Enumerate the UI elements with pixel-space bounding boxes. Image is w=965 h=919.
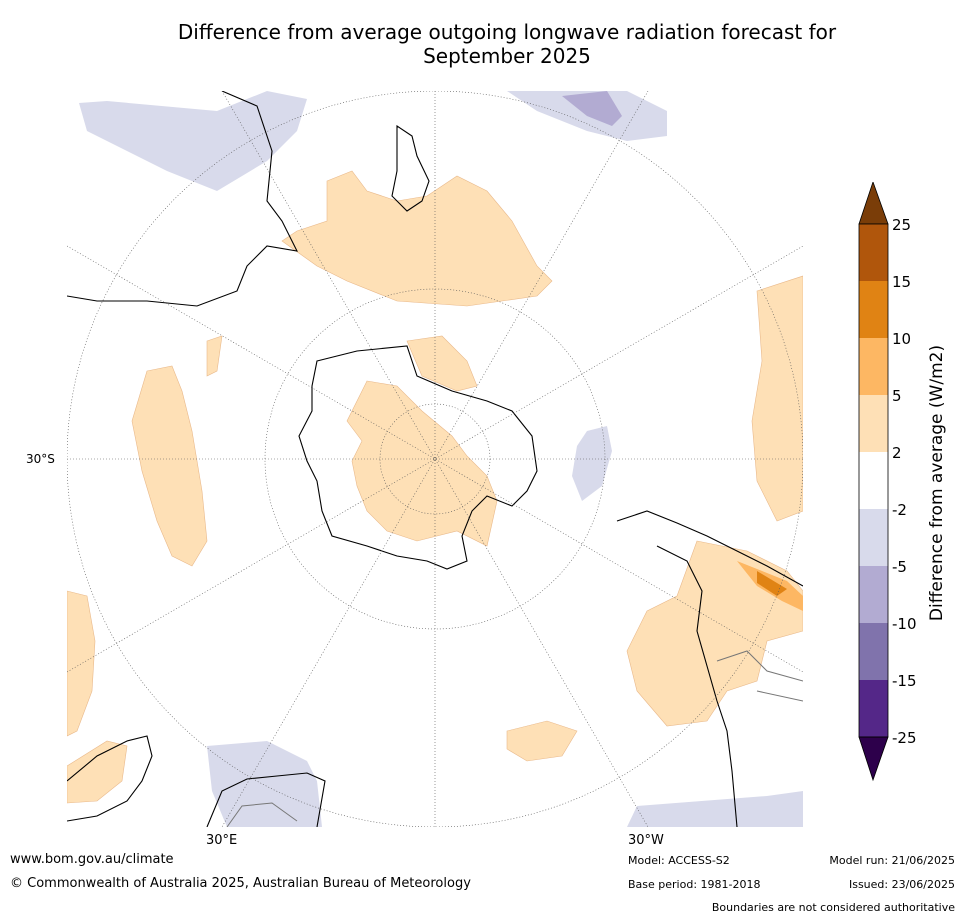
model-run-text: Model run: 21/06/2025 — [829, 854, 955, 867]
map-title: Difference from average outgoing longwav… — [60, 20, 954, 68]
colorbar-tick-label: -2 — [892, 501, 907, 519]
colorbar-segment — [859, 338, 888, 395]
colorbar-segment — [859, 395, 888, 452]
longitude-label-west: 30°W — [628, 833, 664, 848]
colorbar-tick-label: -10 — [892, 615, 917, 633]
anomaly-negative-region — [627, 791, 803, 827]
latitude-label: 30°S — [26, 452, 55, 466]
title-line-1: Difference from average outgoing longwav… — [177, 20, 837, 44]
anomaly-negative-region — [562, 91, 622, 126]
graticule — [67, 91, 803, 827]
polar-map — [67, 91, 803, 827]
anomaly-positive-region — [626, 540, 803, 727]
colorbar-label: Difference from average (W/m2) — [927, 344, 947, 622]
colorbar-tick-label: -5 — [892, 558, 907, 576]
anomaly-negative-region — [79, 91, 307, 191]
colorbar-segment — [859, 452, 888, 509]
title-line-2: September 2025 — [423, 44, 591, 68]
colorbar-tick-label: 2 — [892, 444, 902, 462]
colorbar-segment — [859, 281, 888, 338]
anomaly-positive-region — [751, 275, 803, 522]
colorbar-segment — [859, 623, 888, 680]
anomaly-positive-region — [506, 720, 578, 762]
colorbar-tick-label: -25 — [892, 729, 917, 747]
colorbar-tick-label: -15 — [892, 672, 917, 690]
australia-coastline — [67, 91, 298, 307]
anomaly-positive-region — [757, 571, 787, 596]
anomaly-positive-region — [206, 335, 223, 377]
colorbar: 25 15 10 5 2 -2 -5 -10 -15 -25 — [858, 182, 917, 782]
anomaly-positive-region — [406, 335, 478, 392]
anomaly-positive-region — [67, 590, 96, 737]
colorbar-tick-label: 15 — [892, 273, 911, 291]
anomaly-positive-region — [67, 740, 128, 804]
colorbar-ticks: 25 15 10 5 2 -2 -5 -10 -15 -25 — [892, 216, 917, 747]
colorbar-tick-label: 25 — [892, 216, 911, 234]
colorbar-segment — [859, 509, 888, 566]
anomaly-negative-region — [572, 426, 612, 501]
disclaimer-text: Boundaries are not considered authoritat… — [711, 901, 955, 914]
africa-coastline — [67, 735, 153, 822]
colorbar-tick-label: 10 — [892, 330, 911, 348]
africa-border — [226, 802, 298, 827]
antarctica-coastline — [298, 345, 538, 570]
colorbar-segment — [859, 224, 888, 281]
southern-africa-coastline — [206, 772, 326, 827]
anomaly-positive-region — [131, 365, 208, 567]
issued-text: Issued: 23/06/2025 — [848, 878, 955, 891]
copyright-text: © Commonwealth of Australia 2025, Austra… — [10, 876, 471, 891]
colorbar-tick-label: 5 — [892, 387, 902, 405]
base-period-text: Base period: 1981-2018 — [628, 878, 761, 891]
new-zealand-coastline — [391, 124, 430, 212]
website-link[interactable]: www.bom.gov.au/climate — [10, 852, 174, 867]
longitude-label-east: 30°E — [206, 833, 238, 848]
south-america-border — [716, 650, 803, 702]
anomaly-positive-region — [346, 380, 498, 547]
anomaly-negative-region — [207, 741, 322, 827]
model-text: Model: ACCESS-S2 — [628, 854, 730, 867]
colorbar-over-triangle — [858, 182, 889, 225]
colorbar-segment — [859, 680, 888, 737]
colorbar-under-triangle — [858, 736, 889, 782]
anomaly-positive-region — [281, 170, 553, 307]
south-america-coastline — [616, 510, 803, 827]
colorbar-segment — [859, 566, 888, 623]
